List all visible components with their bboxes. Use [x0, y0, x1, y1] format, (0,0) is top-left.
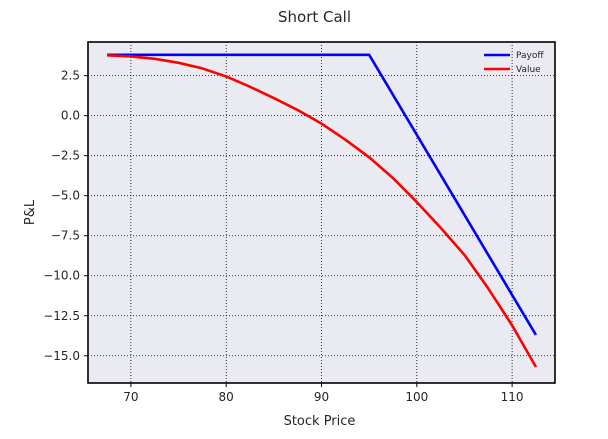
x-tick-label: 90 — [314, 390, 329, 404]
tick-layer: 70 80 90 100 110 2.5 0.0 −2.5 −5.0 −7.5 −10.0 −12.5… — [43, 69, 523, 404]
y-tick-label: −15.0 — [43, 349, 80, 363]
legend: Payoff Value — [484, 51, 544, 75]
legend-label-payoff: Payoff — [516, 51, 544, 61]
x-tick-label: 110 — [501, 390, 524, 404]
series-line-payoff — [107, 53, 538, 336]
x-tick-label: 100 — [405, 390, 428, 404]
y-tick-label: −5.0 — [51, 189, 80, 203]
y-tick-label: −2.5 — [51, 149, 80, 163]
y-tick-label: 2.5 — [61, 69, 80, 83]
x-tick-label: 80 — [219, 390, 234, 404]
y-tick-label: −12.5 — [43, 309, 80, 323]
y-axis-title: P&L — [23, 199, 38, 225]
chart-title: Short Call — [278, 8, 351, 26]
legend-label-value: Value — [516, 65, 541, 75]
y-tick-label: −10.0 — [43, 269, 80, 283]
y-tick-label: −7.5 — [51, 229, 80, 243]
plot-background — [88, 42, 555, 383]
x-axis-title: Stock Price — [284, 414, 356, 429]
y-tick-label: 0.0 — [61, 109, 80, 123]
x-tick-label: 70 — [123, 390, 138, 404]
series-line-value — [106, 53, 538, 368]
series-layer — [106, 53, 538, 368]
